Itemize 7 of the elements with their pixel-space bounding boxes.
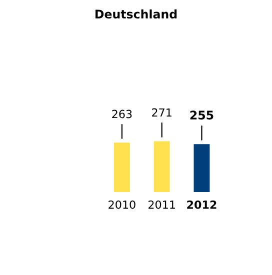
- data-label: 271: [152, 108, 172, 117]
- data-label: 263: [112, 110, 132, 118]
- x-tick-label: 2012: [187, 200, 216, 209]
- x-tick-label: 2010: [108, 200, 136, 209]
- chart-title: Deutschland: [96, 9, 177, 19]
- data-label: 255: [190, 110, 214, 120]
- x-tick-label: 2011: [148, 200, 175, 209]
